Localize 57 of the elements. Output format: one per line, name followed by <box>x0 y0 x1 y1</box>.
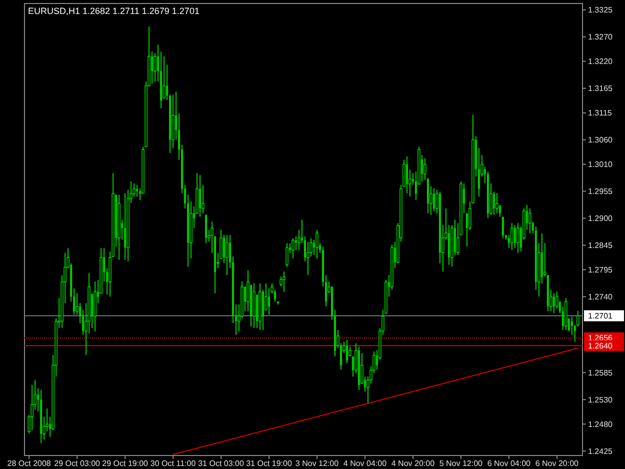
candlestick <box>124 192 126 260</box>
x-tick-label: 4 Nov 04:00 <box>343 459 388 468</box>
candlestick <box>151 51 154 84</box>
candlestick <box>510 222 514 251</box>
y-tick-label: 1.2425 <box>588 446 614 456</box>
x-tick-label: 3 Nov 12:00 <box>295 459 340 468</box>
candlestick <box>516 222 520 254</box>
candlestick <box>552 292 555 314</box>
candlestick <box>30 384 34 430</box>
y-tick-label: 1.3060 <box>588 136 614 145</box>
y-tick-label: 1.2795 <box>588 265 614 274</box>
y-tick-label: 1.3165 <box>588 84 614 94</box>
x-tick-label: 6 Nov 04:00 <box>487 459 532 468</box>
candlestick <box>528 208 532 234</box>
candlestick <box>286 242 288 268</box>
candlestick <box>514 224 516 249</box>
candlestick <box>282 271 286 292</box>
candlestick <box>492 191 495 216</box>
candlestick <box>268 288 270 316</box>
y-tick-label: 1.3325 <box>588 6 614 15</box>
candlestick <box>292 238 294 259</box>
candlestick <box>348 346 352 357</box>
x-tick-label: 29 Oct 19:00 <box>102 459 149 468</box>
y-tick-label: 1.2740 <box>588 292 614 302</box>
ref-line-label: 1.2640 <box>588 341 614 350</box>
candlestick <box>205 214 208 244</box>
x-tick-label: 30 Oct 11:00 <box>150 459 196 468</box>
x-tick-label: 6 Nov 20:00 <box>535 459 580 468</box>
candlestick <box>316 229 318 259</box>
y-tick-label: 1.2585 <box>588 368 614 378</box>
x-tick-label: 5 Nov 12:00 <box>439 459 484 468</box>
y-tick-label: 1.2480 <box>588 420 614 429</box>
candlestick <box>346 339 348 364</box>
chart-title: EURUSD,H1 1.2682 1.2711 1.2679 1.2701 <box>28 6 200 16</box>
ref-line-label: 1.2656 <box>588 334 614 343</box>
y-tick-label: 1.2845 <box>588 240 614 250</box>
y-tick-label: 1.2530 <box>588 395 614 404</box>
y-tick-label: 1.3270 <box>588 32 614 42</box>
y-tick-label: 1.2955 <box>588 187 614 196</box>
x-tick-label: 4 Nov 20:00 <box>391 459 436 468</box>
candlestick <box>199 174 202 218</box>
candlestick <box>226 234 228 276</box>
y-tick-label: 1.3115 <box>588 108 612 118</box>
x-tick-label: 31 Oct 03:00 <box>198 459 244 468</box>
candlestick <box>136 184 138 198</box>
candlestick <box>406 156 408 194</box>
x-tick-label: 31 Oct 19:00 <box>246 459 292 468</box>
x-tick-label: 29 Oct 03:00 <box>54 459 101 468</box>
y-tick-label: 1.3010 <box>588 160 614 170</box>
candlestick <box>432 188 435 212</box>
y-tick-label: 1.2900 <box>588 214 614 224</box>
ref-line-label: 1.2701 <box>588 312 614 321</box>
x-tick-label: 28 Oct 2008 <box>7 459 52 468</box>
candlestick <box>502 216 504 239</box>
candlestick <box>162 56 166 99</box>
candlestick <box>496 192 498 214</box>
y-tick-label: 1.3220 <box>588 57 614 66</box>
